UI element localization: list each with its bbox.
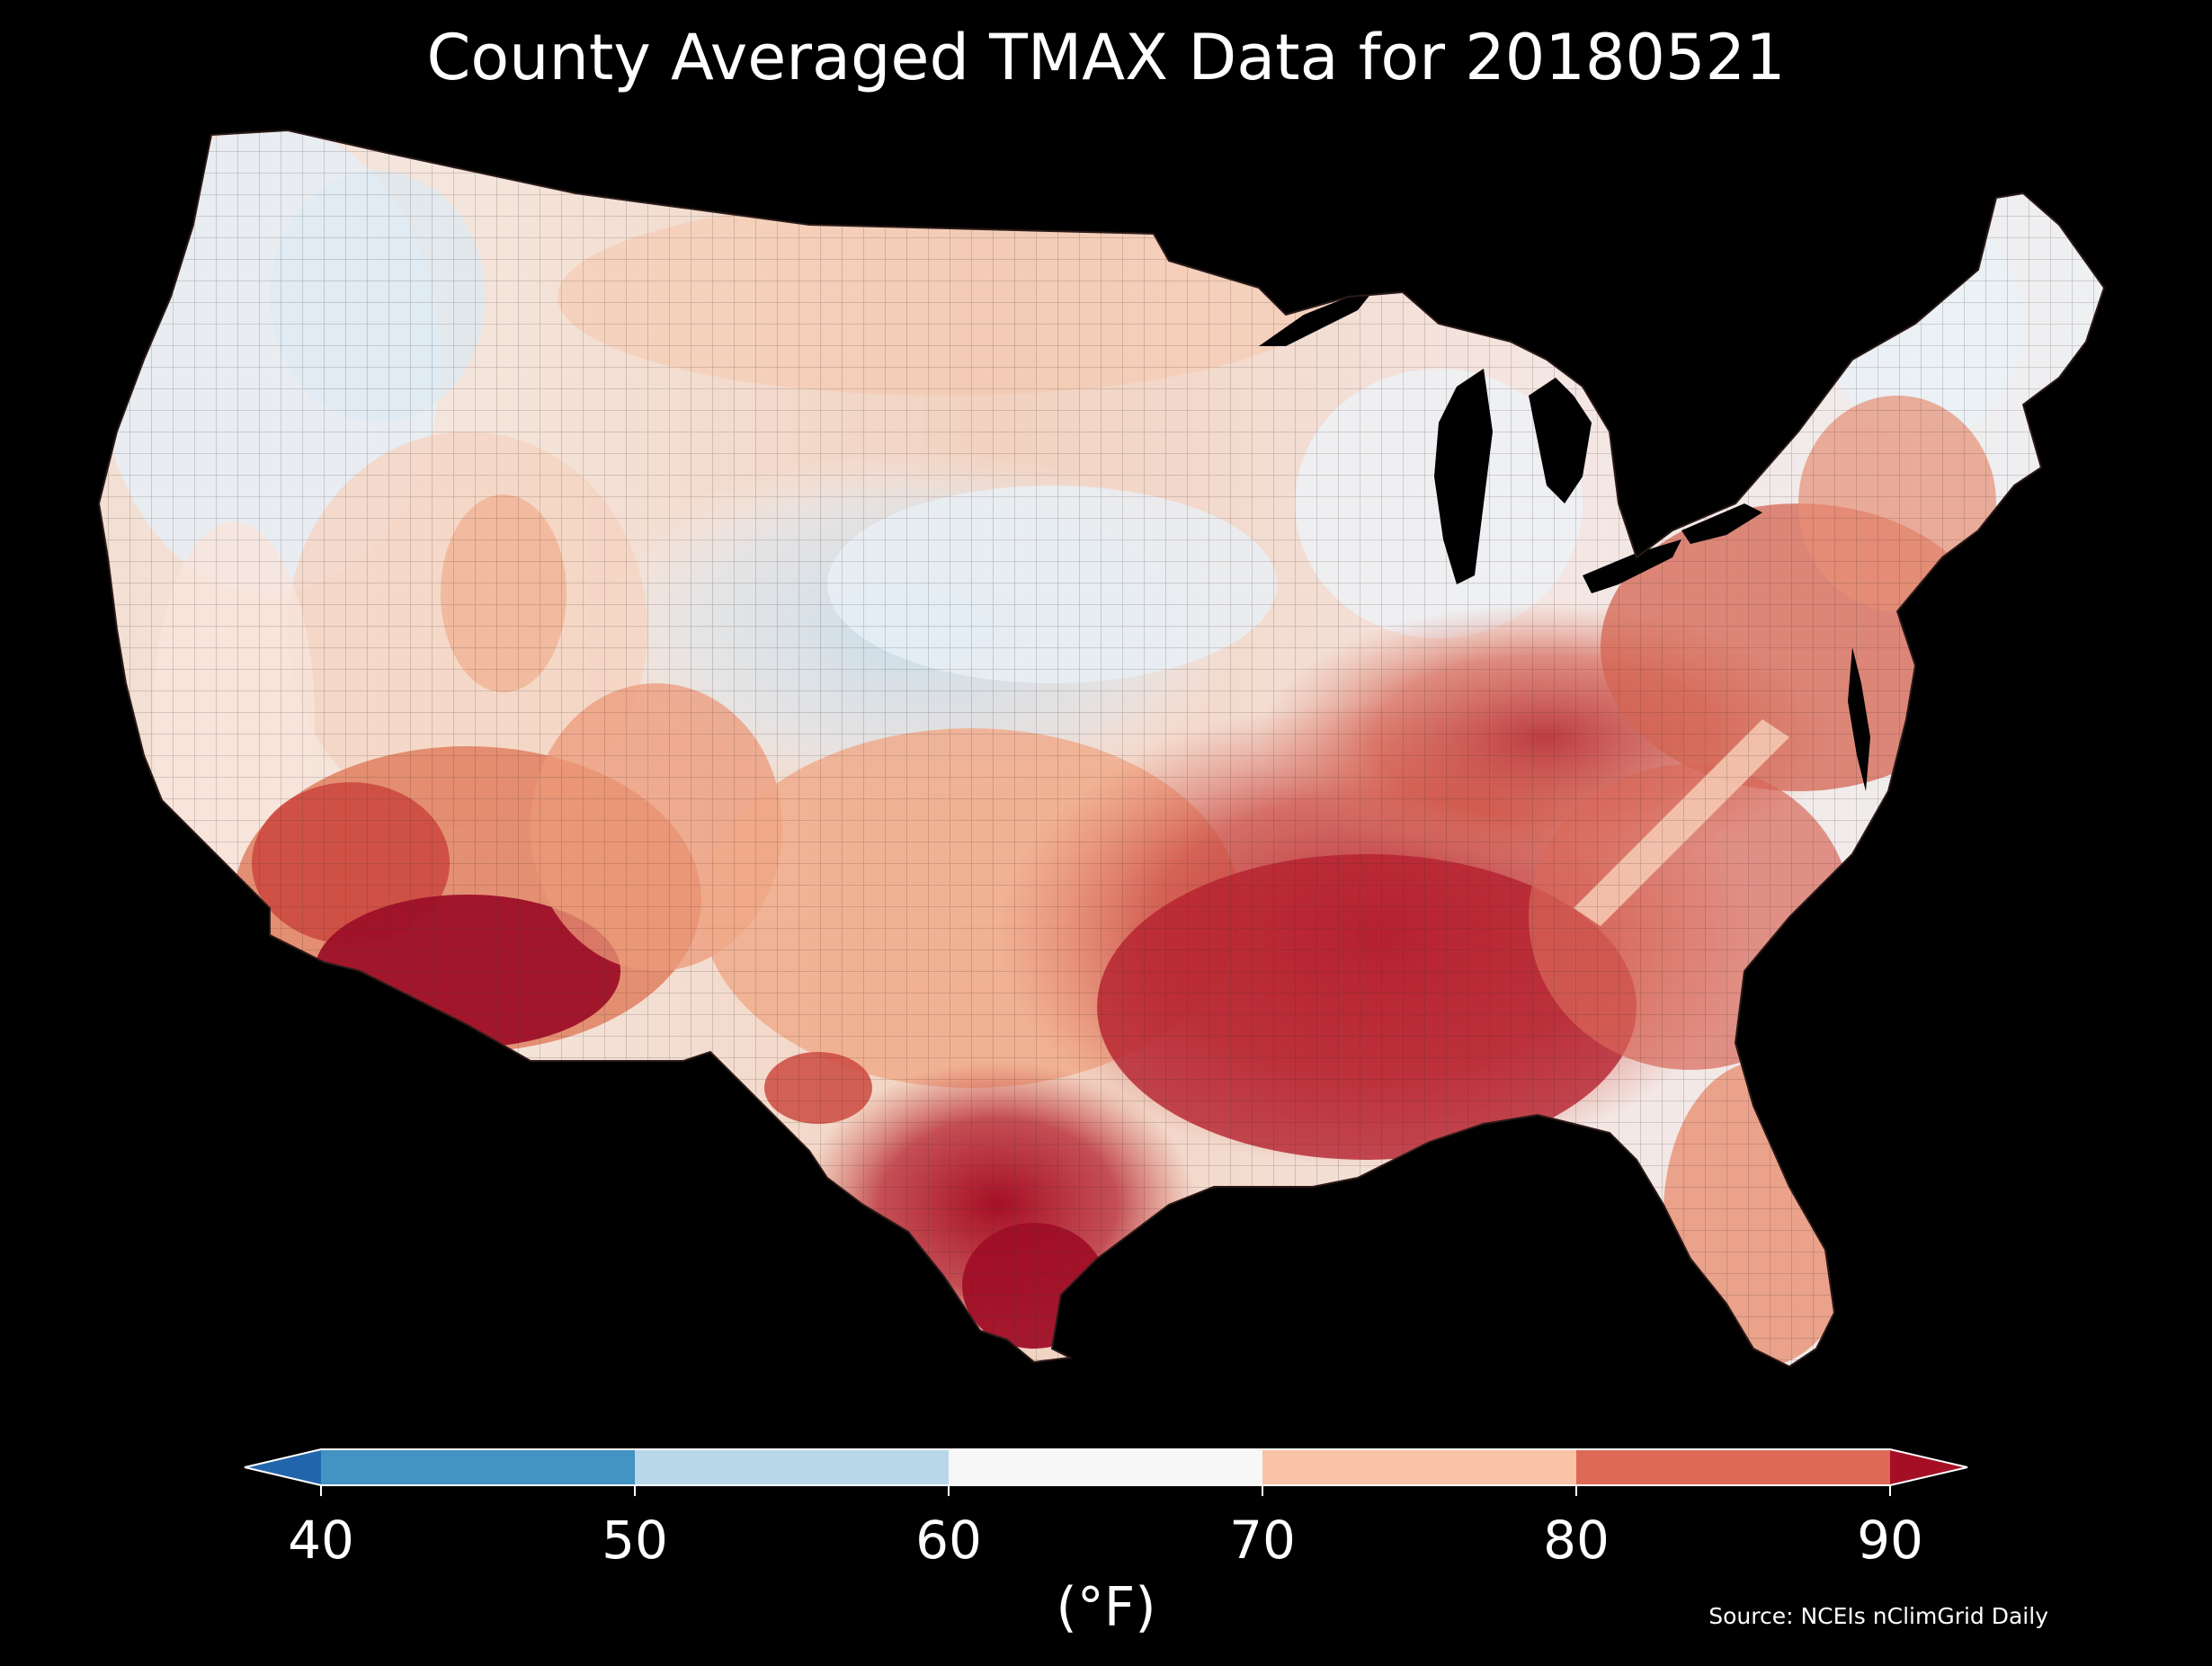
colorbar-under-arrow — [245, 1449, 321, 1485]
colorbar-tick-label-50: 50 — [602, 1510, 668, 1571]
colorbar-bin-80-90 — [1576, 1449, 1890, 1485]
colorbar-tick-label-40: 40 — [288, 1510, 354, 1571]
colorbar-bin-70-80 — [1262, 1449, 1576, 1485]
colorbar-tick-label-80: 80 — [1543, 1510, 1610, 1571]
source-credit: Source: NCEIs nClimGrid Daily — [1708, 1603, 2048, 1629]
great-lakes — [1259, 288, 1762, 593]
colorbar-tick-label-70: 70 — [1229, 1510, 1296, 1571]
chesapeake-bay — [1848, 647, 1870, 791]
colorbar-over-arrow — [1890, 1449, 1967, 1485]
colorbar-tick-label-60: 60 — [915, 1510, 982, 1571]
colorbar-tick-label-90: 90 — [1857, 1510, 1923, 1571]
colorbar-bin-40-50 — [321, 1449, 635, 1485]
colorbar-bin-60-70 — [949, 1449, 1262, 1485]
colorbar-units-label: (°F) — [1056, 1576, 1156, 1639]
map-title: County Averaged TMAX Data for 20180521 — [426, 21, 1786, 94]
colorbar-bin-50-60 — [635, 1449, 949, 1485]
